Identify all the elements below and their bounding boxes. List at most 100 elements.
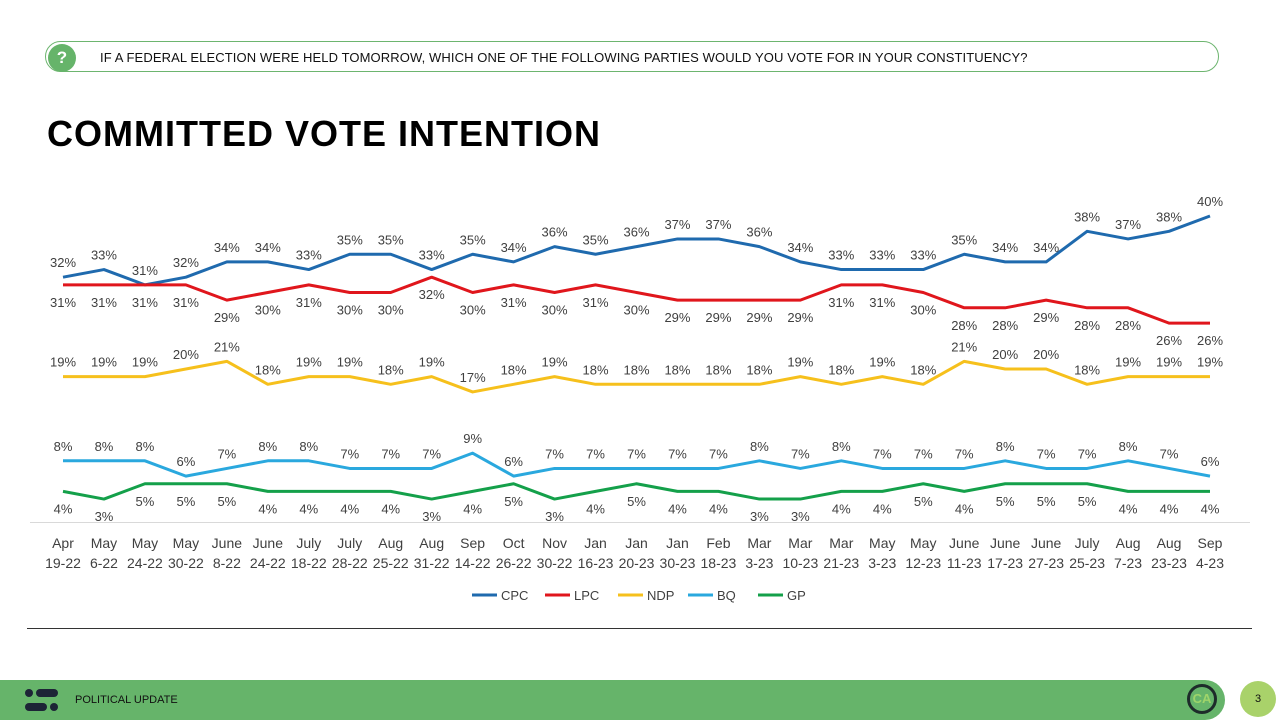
data-label-cpc: 33%	[419, 248, 445, 263]
data-label-cpc: 35%	[951, 232, 977, 247]
x-tick-label-dates: 12-23	[905, 555, 941, 571]
data-label-lpc: 31%	[50, 295, 76, 310]
data-label-ndp: 17%	[460, 370, 486, 385]
data-label-bq: 7%	[1160, 446, 1179, 461]
data-label-gp: 4%	[258, 501, 277, 516]
data-label-ndp: 19%	[50, 355, 76, 370]
data-label-gp: 4%	[299, 501, 318, 516]
x-tick-label-dates: 21-23	[823, 555, 859, 571]
data-label-bq: 7%	[914, 446, 933, 461]
legend-label-lpc: LPC	[574, 588, 599, 603]
data-label-bq: 8%	[95, 439, 114, 454]
data-label-cpc: 34%	[255, 240, 281, 255]
data-label-ndp: 19%	[296, 355, 322, 370]
legend-label-bq: BQ	[717, 588, 736, 603]
x-tick-label-month: Apr	[52, 535, 74, 551]
data-label-bq: 7%	[381, 446, 400, 461]
data-label-gp: 5%	[1037, 494, 1056, 509]
data-label-ndp: 20%	[173, 347, 199, 362]
x-tick-label-month: Aug	[419, 535, 444, 551]
data-label-ndp: 21%	[214, 339, 240, 354]
data-label-lpc: 30%	[623, 303, 649, 318]
data-label-lpc: 29%	[787, 310, 813, 325]
data-label-gp: 3%	[422, 509, 441, 524]
data-label-bq: 8%	[1119, 439, 1138, 454]
x-tick-label-dates: 17-23	[987, 555, 1023, 571]
x-tick-label-month: May	[91, 535, 117, 551]
data-label-gp: 4%	[340, 501, 359, 516]
data-label-ndp: 19%	[91, 355, 117, 370]
data-label-cpc: 33%	[296, 248, 322, 263]
data-label-cpc: 36%	[542, 225, 568, 240]
x-tick-label-month: Oct	[503, 535, 525, 551]
x-tick-label-month: Jan	[584, 535, 607, 551]
data-label-lpc: 29%	[705, 310, 731, 325]
data-label-ndp: 18%	[828, 362, 854, 377]
data-label-ndp: 19%	[337, 355, 363, 370]
data-label-cpc: 38%	[1074, 209, 1100, 224]
data-label-ndp: 19%	[132, 355, 158, 370]
data-label-gp: 4%	[463, 501, 482, 516]
data-label-gp: 4%	[1160, 501, 1179, 516]
page-number: 3	[1240, 681, 1276, 717]
x-tick-label-dates: 4-23	[1196, 555, 1224, 571]
x-tick-label-month: Jan	[666, 535, 689, 551]
data-label-gp: 5%	[176, 494, 195, 509]
data-label-lpc: 31%	[501, 295, 527, 310]
x-tick-label-dates: 8-22	[213, 555, 241, 571]
x-tick-label-dates: 3-23	[745, 555, 773, 571]
data-label-bq: 6%	[1201, 454, 1220, 469]
legend-label-gp: GP	[787, 588, 806, 603]
data-label-bq: 7%	[1078, 446, 1097, 461]
series-line-ndp	[63, 359, 1210, 394]
x-tick-label-dates: 24-22	[250, 555, 286, 571]
data-label-bq: 7%	[955, 446, 974, 461]
data-label-bq: 7%	[545, 446, 564, 461]
brand-mark-icon	[25, 689, 58, 711]
data-label-bq: 7%	[627, 446, 646, 461]
data-label-lpc: 30%	[542, 303, 568, 318]
data-label-gp: 5%	[996, 494, 1015, 509]
data-label-gp: 5%	[627, 494, 646, 509]
data-label-cpc: 37%	[1115, 217, 1141, 232]
data-label-gp: 4%	[54, 501, 73, 516]
data-label-ndp: 19%	[542, 355, 568, 370]
data-label-bq: 8%	[996, 439, 1015, 454]
data-label-bq: 8%	[136, 439, 155, 454]
x-tick-label-dates: 28-22	[332, 555, 368, 571]
data-label-lpc: 29%	[1033, 310, 1059, 325]
data-label-cpc: 37%	[705, 217, 731, 232]
data-label-lpc: 30%	[378, 303, 404, 318]
question-bubble-icon: ?	[48, 44, 76, 72]
x-tick-label-dates: 30-23	[660, 555, 696, 571]
data-label-lpc: 31%	[91, 295, 117, 310]
data-label-lpc: 28%	[1074, 318, 1100, 333]
series-line-lpc	[63, 275, 1210, 325]
data-label-lpc: 30%	[337, 303, 363, 318]
data-label-lpc: 31%	[296, 295, 322, 310]
x-tick-label-month: June	[990, 535, 1021, 551]
data-label-ndp: 18%	[378, 362, 404, 377]
data-label-lpc: 31%	[869, 295, 895, 310]
x-tick-label-dates: 19-22	[45, 555, 81, 571]
question-text: IF A FEDERAL ELECTION WERE HELD TOMORROW…	[100, 50, 1028, 65]
x-tick-label-month: May	[869, 535, 895, 551]
data-label-ndp: 18%	[501, 362, 527, 377]
x-tick-label-dates: 6-22	[90, 555, 118, 571]
data-label-gp: 5%	[1078, 494, 1097, 509]
data-label-bq: 8%	[299, 439, 318, 454]
x-tick-label-dates: 23-23	[1151, 555, 1187, 571]
legend-label-ndp: NDP	[647, 588, 674, 603]
x-tick-label-dates: 16-23	[578, 555, 614, 571]
divider	[27, 628, 1252, 629]
x-tick-label-month: May	[173, 535, 199, 551]
data-label-lpc: 31%	[132, 295, 158, 310]
data-label-lpc: 29%	[214, 310, 240, 325]
x-tick-label-dates: 25-23	[1069, 555, 1105, 571]
x-tick-label-dates: 11-23	[947, 555, 982, 571]
data-label-lpc: 28%	[1115, 318, 1141, 333]
data-label-cpc: 32%	[50, 255, 76, 270]
x-tick-label-month: Aug	[1157, 535, 1182, 551]
x-tick-label-month: July	[1075, 535, 1100, 551]
data-label-bq: 8%	[832, 439, 851, 454]
